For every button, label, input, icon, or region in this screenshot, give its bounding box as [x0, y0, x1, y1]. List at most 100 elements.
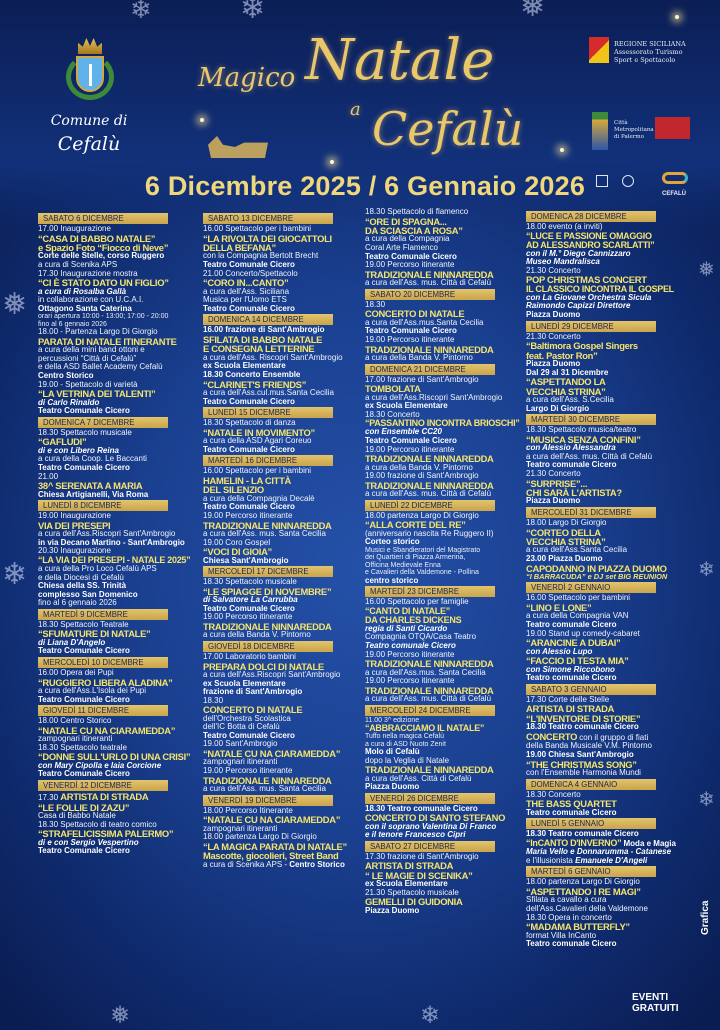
event-line: Officina Medievale Enna — [365, 562, 524, 569]
event-line: Mascotte, giocolieri, Street Band — [203, 851, 362, 860]
event-title: DA CHARLES DICKENS — [365, 614, 462, 625]
event-line: con il soprano Valentina Di Franco — [365, 822, 524, 832]
event-line: 19.00 Stand up comedy-cabaret — [526, 629, 694, 639]
event-line: a cura di Rosalba Gallà — [38, 287, 200, 297]
event-note: 11.00 3^ edizione — [365, 716, 420, 724]
event-line: Teatro comunale Cicero — [526, 808, 694, 818]
event-line: a cura dell'Ass.Santa Cecilia — [526, 546, 694, 555]
event-line: Teatro Comunale Cicero — [365, 252, 524, 262]
event-detail: e della ASD Ballet Academy Cefalù — [38, 362, 163, 372]
event-line: ex Scuola Elementare — [365, 401, 524, 411]
event-line: “RUGGIERO LIBERA ALADINA” — [38, 677, 200, 687]
event-venue: Teatro Comunale Cicero — [38, 769, 130, 779]
visit-cefalu-logo — [662, 172, 688, 184]
event-detail: a cura della Pro Loco Cefalù APS — [38, 563, 157, 573]
event-line: Sfilata a cavallo a cura — [526, 896, 694, 905]
event-title: SFILATA DI BABBO NATALE — [203, 333, 323, 345]
event-line: e il tenore Francesco Cipri — [365, 830, 524, 840]
event-line: Teatro Comunale Cicero — [203, 445, 362, 455]
day-header: VENERDÌ 19 DICEMBRE — [203, 794, 333, 806]
event-line: “STRAFELICISSIMA PALERMO” — [38, 829, 200, 838]
event-line: Teatro comunale Cicero — [526, 939, 694, 949]
star-icon — [675, 15, 679, 19]
event-title: AD ALESSANDRO SCARLATTI” — [526, 239, 655, 250]
event-title: “MUSICA SENZA CONFINI” — [526, 433, 641, 445]
event-line: 18.30 Teatro comunale Cicero — [365, 804, 524, 814]
event-title: “LE FOLLIE DI ZAZU” — [38, 801, 130, 813]
event-line: Ottagono Santa Caterina — [38, 304, 200, 314]
event-item: 19.00 Percorso itinerante TRADIZIONALE NI… — [365, 445, 524, 473]
event-line: 21.00 — [38, 471, 200, 482]
event-line: con Alessio Alessandra — [526, 443, 694, 453]
day-header: DOMENICA 4 GENNAIO — [526, 778, 656, 790]
event-title: THE BASS QUARTET — [526, 798, 617, 810]
event-item: 18.30 CONCERTO DI NATALE a cura dell'Ass.m… — [365, 300, 524, 336]
event-line: e della Diocesi di Cefalù — [38, 573, 200, 583]
event-line: con La Giovane Orchestra Sicula — [526, 293, 694, 303]
event-detail: della Banda Musicale V.M. Pintorno — [526, 741, 652, 751]
event-line: 20.30 Inaugurazione — [38, 547, 200, 556]
event-line: “LA RIVOLTA DEI GIOCATTOLI — [203, 233, 362, 243]
event-credit: di e con Libero Reina — [38, 445, 119, 455]
event-venue: in via Decano Martino - Sant'Ambrogio — [38, 537, 185, 547]
event-detail: a cura di Scenika APS - — [203, 859, 290, 869]
event-line: “LA VETRINA DEI TALENTI” — [38, 389, 200, 398]
event-title: “VOCI DI GIOIA” — [203, 546, 272, 558]
event-line: a cura dell'Ass. Siciliana — [203, 287, 362, 297]
event-line: “NATALE CU NA CIARAMEDDA” — [203, 815, 362, 824]
snowflake-icon: ❅ — [520, 0, 546, 23]
event-detail: 19.00 Percorso itinerante — [365, 334, 455, 344]
event-line: PARATA DI NATALE ITINERANTE — [38, 337, 200, 346]
event-line: Corteo storico — [365, 538, 524, 547]
event-line: Musici e Sbandieratori del Magistrato — [365, 547, 524, 554]
event-title: ARTISTA DI STRADA — [60, 791, 149, 803]
event-line: percussioni “Città di Cefalù” — [38, 354, 200, 364]
event-item: 18.30 Spettacolo musicale “LE SPIAGGE DI … — [203, 577, 362, 613]
event-line: format Villa InCanto — [526, 931, 694, 941]
event-detail: a cura della Coop. Le Baccanti — [38, 454, 147, 464]
event-line: 19.00 Percorso itinerante — [365, 260, 524, 270]
event-venue: Piazza Duomo — [365, 782, 420, 792]
event-venue: Teatro Comunale Cicero — [38, 462, 130, 472]
event-line: Teatro Comunale Cicero — [203, 503, 362, 512]
event-line: TOMBOLATA — [365, 384, 524, 393]
title-cefalu: Cefalù — [372, 102, 524, 156]
event-venue: Chiesa della SS. Trinità — [38, 581, 127, 591]
day-header: DOMENICA 7 DICEMBRE — [38, 416, 168, 428]
event-detail: dell'Ass.Cavalieri della Valdemone — [526, 904, 648, 914]
event-detail: a cura dell'Ass. mus. Città di Cefalù — [526, 451, 653, 461]
event-venue: Corte delle Stelle, corso Ruggero — [38, 251, 165, 261]
schedule-column: SABATO 13 DICEMBRE 16.00 Spettacolo per i… — [203, 212, 362, 869]
event-detail: 18.30 Spettacolo musicale — [38, 427, 132, 437]
event-item: 19.00 Percorso itinerante TRADIZIONALE NI… — [203, 613, 362, 640]
event-detail: fino al 6 gennaio 2026 — [38, 598, 117, 608]
event-item: 19.00 Percorso itinerante TRADIZIONALE NI… — [365, 650, 524, 678]
event-venue: frazione di Sant'Ambrogio — [203, 687, 303, 697]
event-credit: con il M.° Diego Cannizzaro — [526, 248, 631, 258]
event-line: con Mary Cipolla e Iaia Corcione — [38, 761, 200, 771]
event-line: 23.00 Piazza Duomo — [526, 554, 694, 564]
event-line: Teatro Comunale Cicero — [38, 647, 200, 656]
regione-name: REGIONE SICILIANA — [614, 40, 686, 48]
snowflake-icon: ❅ — [110, 1002, 131, 1029]
event-detail: 20.30 Inaugurazione — [38, 546, 111, 556]
event-line: 18.30 Spettacolo musica/teatro — [526, 425, 694, 435]
event-line: “ LE MAGIE DI SCENIKA” — [365, 871, 524, 880]
comune-name: Cefalù — [57, 133, 121, 155]
event-detail: a cura dell'Ass.Santa Cecilia — [526, 545, 628, 555]
event-note: dei Quartieri di Piazza Armerina, — [365, 554, 466, 562]
event-title: TRADIZIONALE NINNAREDDA — [203, 774, 332, 786]
event-venue: 18.30 Concerto Ensemble — [203, 369, 301, 379]
event-item: 17.30 frazione di Sant'Ambrogio ARTISTA D… — [365, 852, 524, 889]
event-detail: 21.00 — [38, 471, 59, 481]
event-detail: 21.00 Concerto/Spettacolo — [203, 268, 298, 278]
event-detail: zampognari itineranti — [203, 823, 278, 833]
event-title: CONCERTO DI SANTO STEFANO — [365, 812, 506, 824]
event-detail: e l'illusionista — [526, 855, 576, 865]
event-detail: 19.00 Percorso itinerante — [365, 260, 455, 270]
event-line: centro storico — [365, 576, 524, 586]
regione-dept: Assessorato Turismo — [614, 48, 683, 56]
event-venue: Piazza Duomo — [526, 496, 581, 506]
event-title: “CASA DI BABBO NATALE” — [38, 232, 156, 244]
event-detail: Casa di Babbo Natale — [38, 811, 116, 821]
